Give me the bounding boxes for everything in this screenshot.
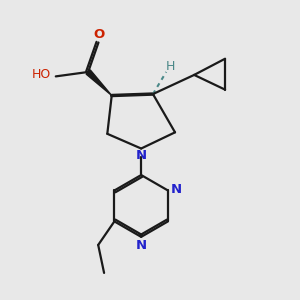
- Polygon shape: [86, 70, 112, 95]
- Text: N: N: [136, 238, 147, 252]
- Text: HO: HO: [32, 68, 51, 81]
- Text: O: O: [93, 28, 105, 41]
- Text: H: H: [166, 60, 175, 73]
- Text: N: N: [136, 148, 147, 161]
- Text: N: N: [171, 182, 182, 196]
